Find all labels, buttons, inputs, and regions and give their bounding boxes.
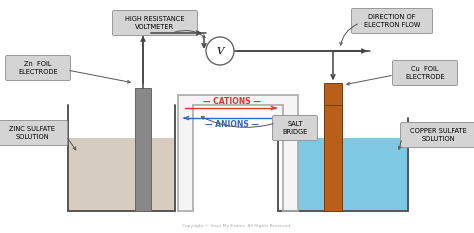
- Bar: [193, 105, 283, 211]
- Text: — CATIONS —: — CATIONS —: [203, 97, 261, 106]
- Text: Zn  FOIL
ELECTRODE: Zn FOIL ELECTRODE: [18, 61, 58, 75]
- Text: COPPER SULFATE
SOLUTION: COPPER SULFATE SOLUTION: [410, 128, 466, 142]
- FancyBboxPatch shape: [352, 8, 432, 34]
- FancyBboxPatch shape: [401, 123, 474, 147]
- Bar: [135, 88, 151, 211]
- Bar: [324, 105, 342, 211]
- Text: ZINC SULFATE
SOLUTION: ZINC SULFATE SOLUTION: [9, 126, 55, 140]
- Bar: [324, 83, 342, 211]
- Text: DIRECTION OF
ELECTRON FLOW: DIRECTION OF ELECTRON FLOW: [364, 14, 420, 28]
- Bar: [283, 95, 298, 211]
- Text: V: V: [216, 47, 224, 55]
- Bar: [279, 138, 407, 210]
- Bar: [178, 95, 193, 211]
- Text: Copyright © Save My Exams. All Rights Reserved.: Copyright © Save My Exams. All Rights Re…: [182, 224, 292, 228]
- Text: HIGH RESISTANCE
VOLTMETER: HIGH RESISTANCE VOLTMETER: [125, 16, 185, 30]
- FancyBboxPatch shape: [6, 55, 71, 80]
- Text: Cu  FOIL
ELECTRODE: Cu FOIL ELECTRODE: [405, 66, 445, 80]
- Circle shape: [206, 37, 234, 65]
- FancyBboxPatch shape: [273, 116, 318, 140]
- Text: SALT
BRIDGE: SALT BRIDGE: [283, 121, 308, 135]
- Bar: [69, 138, 174, 210]
- Bar: [178, 95, 298, 105]
- FancyBboxPatch shape: [112, 10, 198, 35]
- FancyBboxPatch shape: [0, 120, 67, 145]
- Text: — ANIONS —: — ANIONS —: [205, 120, 259, 129]
- FancyBboxPatch shape: [392, 61, 457, 86]
